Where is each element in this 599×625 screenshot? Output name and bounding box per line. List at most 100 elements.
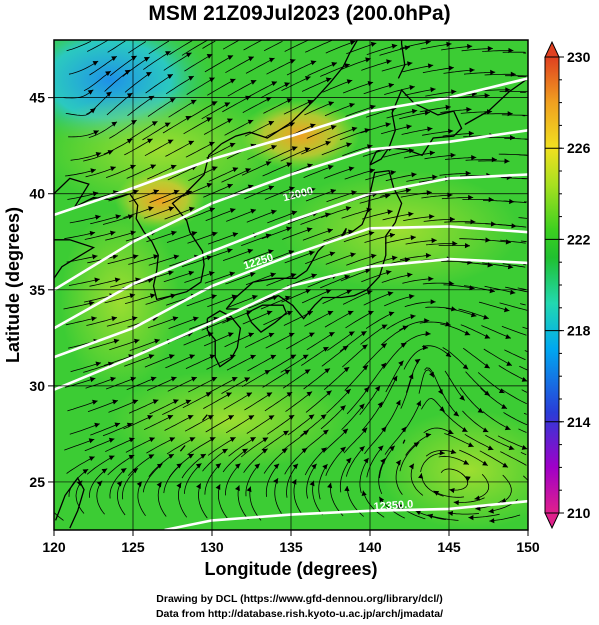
streamline bbox=[203, 184, 233, 198]
streamline bbox=[305, 189, 337, 202]
streamline bbox=[87, 40, 109, 52]
streamline-arrowhead bbox=[168, 206, 174, 212]
streamline bbox=[163, 52, 192, 71]
streamline bbox=[420, 43, 452, 50]
streamline-arrowhead bbox=[292, 463, 298, 470]
streamline-arrowhead bbox=[150, 164, 156, 170]
streamline bbox=[363, 292, 394, 306]
streamline bbox=[481, 113, 513, 115]
streamline-arrowhead bbox=[329, 251, 336, 257]
streamline-arrowhead bbox=[328, 101, 334, 107]
streamline bbox=[182, 183, 213, 197]
streamline-arrowhead bbox=[113, 338, 120, 344]
streamline bbox=[127, 454, 155, 477]
streamline bbox=[247, 145, 277, 160]
streamline-arrowhead bbox=[348, 331, 355, 337]
streamline bbox=[123, 415, 153, 430]
streamline-arrowhead bbox=[185, 116, 192, 121]
streamline-arrowhead bbox=[323, 347, 329, 352]
streamline-arrowhead bbox=[284, 82, 290, 88]
streamline-arrowhead bbox=[407, 272, 413, 278]
streamline bbox=[222, 95, 251, 113]
streamline bbox=[90, 422, 121, 436]
streamline bbox=[184, 271, 215, 283]
streamline bbox=[361, 210, 393, 220]
streamline bbox=[399, 320, 430, 331]
streamline-arrowhead bbox=[173, 399, 179, 405]
streamline bbox=[225, 463, 241, 496]
streamline-arrowhead bbox=[101, 468, 108, 474]
streamline bbox=[142, 122, 171, 141]
streamline-arrowhead bbox=[468, 515, 474, 521]
streamline-arrowhead bbox=[247, 184, 254, 190]
streamline-arrowhead bbox=[508, 445, 515, 451]
streamline-arrowhead bbox=[231, 294, 238, 300]
streamline bbox=[116, 480, 126, 516]
streamline bbox=[459, 387, 484, 414]
streamline bbox=[382, 399, 401, 432]
streamline-arrowhead bbox=[369, 168, 375, 174]
streamline-arrowhead bbox=[388, 311, 395, 317]
streamline bbox=[162, 399, 192, 416]
colorbar-bottom-arrow bbox=[544, 512, 560, 530]
streamline-arrowhead bbox=[415, 510, 422, 516]
streamline-arrowhead bbox=[464, 330, 471, 336]
streamline bbox=[265, 332, 295, 349]
streamline bbox=[386, 110, 418, 119]
streamline-arrowhead bbox=[271, 81, 277, 86]
streamline bbox=[105, 231, 136, 241]
axis-ticks bbox=[48, 97, 529, 536]
streamline bbox=[302, 429, 329, 452]
streamline bbox=[124, 138, 153, 156]
streamline bbox=[518, 428, 527, 433]
streamline bbox=[86, 317, 118, 326]
streamline-arrowhead bbox=[432, 174, 438, 180]
streamline bbox=[386, 315, 416, 330]
streamline-arrowhead bbox=[342, 345, 349, 351]
streamline-arrowhead bbox=[381, 343, 387, 349]
streamline bbox=[342, 344, 368, 368]
streamline-arrowhead bbox=[206, 117, 212, 122]
streamline-arrowhead bbox=[408, 211, 414, 217]
streamline bbox=[445, 307, 477, 317]
streamline bbox=[181, 40, 208, 56]
streamline-arrowhead bbox=[445, 351, 452, 357]
streamline bbox=[85, 377, 116, 389]
streamline-arrowhead bbox=[371, 253, 377, 259]
streamline-arrowhead bbox=[498, 388, 505, 393]
streamline bbox=[405, 433, 432, 456]
streamline-arrowhead bbox=[391, 255, 398, 261]
streamline bbox=[483, 348, 513, 366]
contour-south bbox=[164, 499, 528, 530]
streamline-arrowhead bbox=[406, 124, 412, 130]
streamline bbox=[441, 197, 474, 200]
streamline-arrowhead bbox=[386, 270, 392, 275]
streamline-arrowhead bbox=[154, 338, 160, 344]
streamline bbox=[342, 81, 374, 94]
streamline-arrowhead bbox=[171, 230, 177, 236]
streamline-arrowhead bbox=[112, 254, 118, 260]
streamline bbox=[303, 165, 334, 178]
streamline-arrowhead bbox=[402, 325, 409, 331]
streamline bbox=[324, 103, 355, 117]
streamline bbox=[128, 41, 147, 54]
streamline bbox=[464, 433, 494, 451]
streamline-arrowhead bbox=[189, 354, 195, 360]
streamline bbox=[444, 157, 477, 160]
streamline-arrowhead bbox=[250, 354, 256, 360]
streamline-arrowhead bbox=[425, 40, 431, 45]
streamline bbox=[144, 354, 175, 368]
streamline-arrowhead bbox=[466, 107, 472, 113]
streamline bbox=[322, 79, 353, 93]
streamline bbox=[402, 278, 434, 284]
streamline bbox=[68, 130, 99, 138]
streamline-arrowhead bbox=[211, 166, 218, 172]
streamline bbox=[260, 296, 291, 310]
streamline-arrowhead bbox=[370, 104, 376, 110]
streamline bbox=[320, 206, 352, 218]
streamline bbox=[262, 369, 291, 388]
streamline bbox=[443, 69, 475, 74]
streamline bbox=[499, 302, 528, 311]
streamline-arrowhead bbox=[268, 415, 275, 421]
streamline bbox=[206, 354, 236, 370]
